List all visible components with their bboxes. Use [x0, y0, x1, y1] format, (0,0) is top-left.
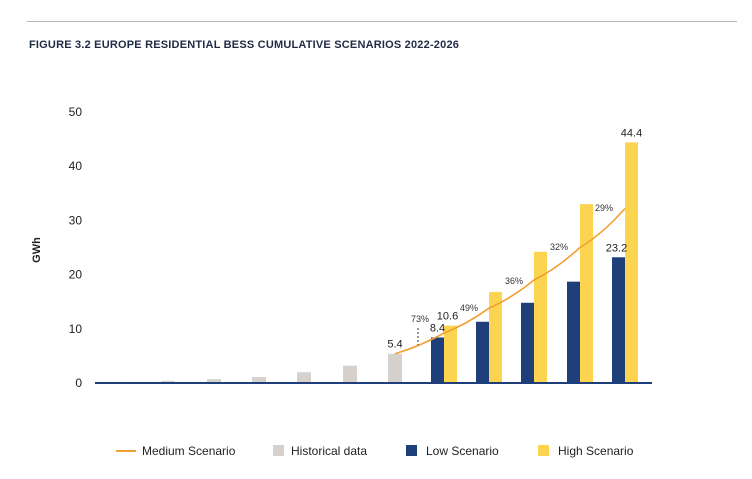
legend-label-historical: Historical data	[291, 444, 367, 458]
bar-low-scenario	[521, 302, 534, 383]
medium-scenario-line	[394, 207, 626, 355]
growth-label: 49%	[460, 303, 478, 313]
legend-label-low: Low Scenario	[426, 444, 499, 458]
legend-label-medium: Medium Scenario	[142, 444, 236, 458]
bar-high-scenario	[489, 291, 502, 383]
bar-historical	[343, 365, 357, 383]
top-rule	[27, 21, 737, 22]
growth-label: 32%	[550, 242, 568, 252]
data-label-high: 10.6	[437, 311, 458, 323]
legend-swatch-high	[538, 445, 549, 456]
bar-low-scenario	[476, 321, 489, 383]
data-label-historical: 5.4	[387, 339, 402, 351]
bar-high-scenario	[625, 142, 638, 383]
bar-historical	[297, 372, 311, 383]
bar-historical	[207, 379, 221, 383]
growth-label: 29%	[595, 203, 613, 213]
bar-high-scenario	[580, 204, 593, 383]
y-tick-label: 0	[75, 376, 82, 390]
bar-historical	[388, 353, 402, 383]
y-tick-label: 50	[69, 105, 83, 119]
chart-title: FIGURE 3.2 EUROPE RESIDENTIAL BESS CUMUL…	[29, 39, 460, 51]
bar-low-scenario	[567, 281, 580, 383]
growth-label: 36%	[505, 276, 523, 286]
bar-high-scenario	[534, 251, 547, 383]
legend-swatch-historical	[273, 445, 284, 456]
data-label-low: 23.2	[606, 242, 627, 254]
y-axis-label: GWh	[31, 237, 43, 263]
growth-label: 73%	[411, 314, 429, 324]
y-tick-label: 40	[69, 159, 83, 173]
y-tick-label: 20	[69, 268, 83, 282]
data-label-high: 44.4	[621, 127, 642, 139]
bar-high-scenario	[444, 325, 457, 383]
legend-label-high: High Scenario	[558, 444, 634, 458]
bar-historical	[252, 377, 266, 383]
data-label-low: 8.4	[430, 322, 445, 334]
y-tick-label: 10	[69, 322, 83, 336]
bar-historical	[161, 380, 175, 383]
legend-swatch-low	[406, 445, 417, 456]
y-tick-label: 30	[69, 213, 83, 227]
bar-low-scenario	[612, 257, 625, 383]
bar-low-scenario	[431, 337, 444, 383]
